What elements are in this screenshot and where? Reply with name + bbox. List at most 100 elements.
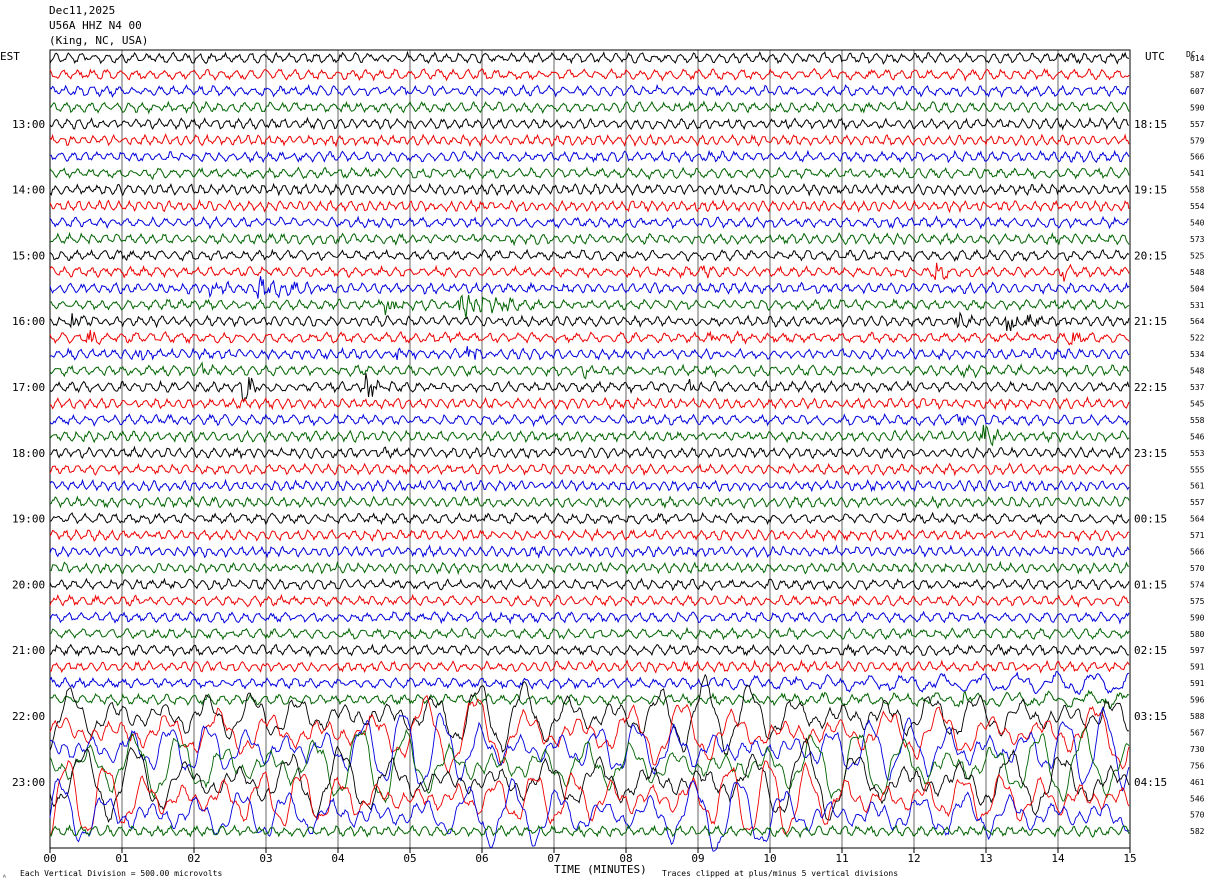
dc-offset-label: 580 <box>1190 630 1205 639</box>
trace-line <box>49 346 1130 361</box>
trace-line <box>49 511 1130 526</box>
dc-offset-label: 540 <box>1190 219 1205 228</box>
x-tick-label: 12 <box>907 852 920 865</box>
trace-line <box>49 610 1130 625</box>
trace-line <box>49 593 1130 608</box>
dc-offset-label: 571 <box>1190 531 1205 540</box>
dc-offset-label: 591 <box>1190 679 1205 688</box>
dc-offset-label: 548 <box>1190 268 1205 277</box>
dc-offset-label: 579 <box>1190 136 1205 145</box>
trace-line <box>49 527 1130 543</box>
trace-line <box>49 462 1130 477</box>
dc-offset-label: 570 <box>1190 811 1205 820</box>
est-axis-label: EST <box>0 50 20 63</box>
x-tick-label: 01 <box>115 852 128 865</box>
dc-offset-label: 545 <box>1190 399 1205 408</box>
footer-clip-note: Traces clipped at plus/minus 5 vertical … <box>662 869 899 878</box>
x-tick-label: 07 <box>547 852 560 865</box>
trace-line <box>49 50 1130 65</box>
trace-line <box>49 262 1130 282</box>
trace-line <box>49 478 1130 493</box>
trace-line <box>49 149 1130 164</box>
dc-offset-label: 590 <box>1190 613 1205 622</box>
est-hour-label: 19:00 <box>12 513 45 526</box>
x-axis-title: TIME (MINUTES) <box>554 863 647 876</box>
x-tick-label: 15 <box>1123 852 1136 865</box>
x-tick-label: 03 <box>259 852 272 865</box>
est-hour-label: 22:00 <box>12 710 45 723</box>
dc-offset-label: 558 <box>1190 186 1205 195</box>
dc-label: DC <box>1186 50 1196 59</box>
est-hour-label: 23:00 <box>12 776 45 789</box>
dc-offset-label: 574 <box>1190 580 1205 589</box>
dc-offset-label: 548 <box>1190 367 1205 376</box>
trace-line <box>49 276 1130 299</box>
dc-offset-label: 590 <box>1190 103 1205 112</box>
utc-hour-label: 23:15 <box>1134 447 1167 460</box>
dc-offset-label: 557 <box>1190 498 1205 507</box>
dc-offset-label: 614 <box>1190 54 1205 63</box>
dc-offset-label: 522 <box>1190 334 1205 343</box>
trace-line <box>49 577 1130 592</box>
header-station: U56A HHZ N4 00 <box>49 19 142 32</box>
dc-offset-label: 555 <box>1190 465 1205 474</box>
trace-line <box>49 671 1130 695</box>
dc-offset-label: 558 <box>1190 416 1205 425</box>
dc-offset-label: 596 <box>1190 696 1205 705</box>
trace-line <box>49 83 1130 99</box>
utc-hour-label: 19:15 <box>1134 184 1167 197</box>
trace-line <box>49 626 1130 641</box>
utc-hour-label: 04:15 <box>1134 776 1167 789</box>
est-hour-label: 21:00 <box>12 644 45 657</box>
dc-offset-label: 756 <box>1190 761 1205 770</box>
utc-hour-label: 18:15 <box>1134 118 1167 131</box>
dc-offset-label: 461 <box>1190 778 1205 787</box>
dc-offset-label: 575 <box>1190 597 1205 606</box>
trace-line <box>49 560 1130 576</box>
x-tick-label: 08 <box>619 852 632 865</box>
x-tick-label: 04 <box>331 852 345 865</box>
trace-line <box>49 182 1130 197</box>
trace-line <box>49 294 1130 319</box>
trace-line <box>49 231 1130 247</box>
header-date: Dec11,2025 <box>49 4 116 17</box>
trace-line <box>49 728 1130 804</box>
dc-offset-label: 504 <box>1190 284 1205 293</box>
trace-line <box>49 694 1130 774</box>
dc-offset-label: 534 <box>1190 350 1205 359</box>
est-hour-label: 18:00 <box>12 447 45 460</box>
trace-line <box>49 673 1130 756</box>
dc-offset-label: 570 <box>1190 564 1205 573</box>
dc-offset-label: 564 <box>1190 515 1205 524</box>
dc-offset-label: 607 <box>1190 87 1205 96</box>
x-tick-label: 06 <box>475 852 488 865</box>
utc-hour-label: 01:15 <box>1134 578 1167 591</box>
dc-offset-label: 546 <box>1190 794 1205 803</box>
trace-line <box>49 659 1130 674</box>
trace-line <box>49 413 1130 428</box>
trace-line <box>49 689 1130 709</box>
trace-line <box>49 311 1130 332</box>
dc-offset-label: 567 <box>1190 728 1205 737</box>
trace-line <box>49 116 1130 131</box>
dc-offset-label: 531 <box>1190 301 1205 310</box>
trace-line <box>49 445 1130 460</box>
utc-hour-label: 22:15 <box>1134 381 1167 394</box>
trace-line <box>49 396 1130 412</box>
dc-offset-label: 591 <box>1190 663 1205 672</box>
dc-offset-label: 597 <box>1190 646 1205 655</box>
est-hour-label: 20:00 <box>12 578 45 591</box>
trace-line <box>49 199 1130 214</box>
dc-offset-label: 541 <box>1190 169 1205 178</box>
dc-offset-label: 546 <box>1190 432 1205 441</box>
trace-line <box>49 824 1130 839</box>
x-tick-label: 02 <box>187 852 200 865</box>
dc-offset-label: 730 <box>1190 745 1205 754</box>
dc-offset-label: 557 <box>1190 120 1205 129</box>
dc-offset-label: 573 <box>1190 235 1205 244</box>
est-hour-label: 16:00 <box>12 315 45 328</box>
est-hour-label: 15:00 <box>12 249 45 262</box>
trace-line <box>49 777 1130 852</box>
header-location: (King, NC, USA) <box>49 34 149 47</box>
trace-line <box>49 424 1130 447</box>
